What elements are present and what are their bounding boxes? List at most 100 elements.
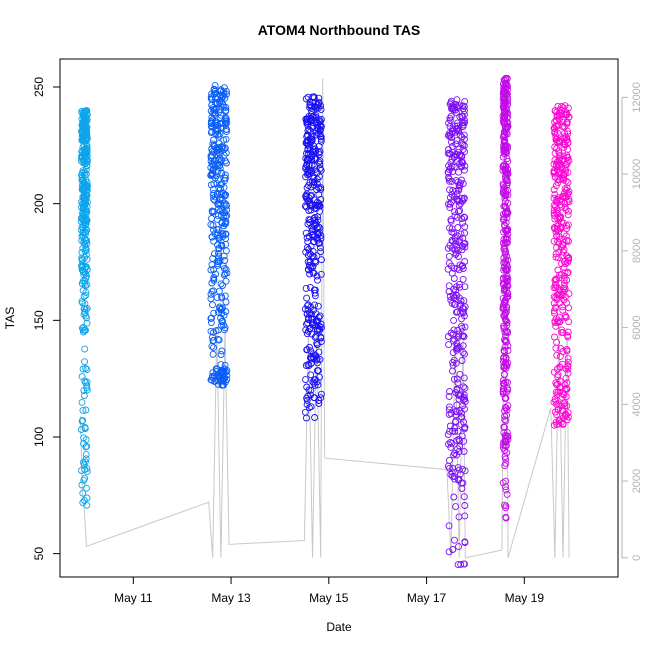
tas-point <box>317 122 325 130</box>
tas-point <box>455 207 462 215</box>
tas-point <box>563 276 571 284</box>
tas-point <box>501 394 509 402</box>
tas-point <box>459 479 467 487</box>
tas-point <box>317 338 325 346</box>
tas-point <box>307 242 315 250</box>
tas-point <box>213 99 221 107</box>
tas-point <box>455 330 463 338</box>
tas-point <box>461 467 469 475</box>
tas-point <box>81 326 89 334</box>
tas-point <box>460 131 468 139</box>
tas-point <box>310 253 318 261</box>
tas-point <box>444 431 452 439</box>
tas-point <box>554 291 562 298</box>
tas-point <box>553 283 561 291</box>
tas-point <box>562 314 570 322</box>
x-axis: May 11 May 13 May 15 May 17 May 19 <box>114 577 544 605</box>
tas-point <box>461 538 469 546</box>
tas-point <box>303 161 311 169</box>
tas-point <box>79 406 87 414</box>
tas-point <box>504 157 512 165</box>
tas-point <box>221 326 228 334</box>
tas-point <box>208 90 216 98</box>
tas-point <box>551 129 559 137</box>
tas-point <box>80 305 88 313</box>
tas-point <box>303 320 310 328</box>
tas-point <box>558 291 566 299</box>
tas-point <box>448 198 455 206</box>
tas-point <box>450 375 458 383</box>
tas-point <box>82 451 90 459</box>
tas-point <box>449 349 457 357</box>
tas-point <box>445 162 453 170</box>
tas-point <box>214 335 222 343</box>
tas-point <box>461 384 469 392</box>
tas-point <box>306 354 314 362</box>
y2-tick-label: 0 <box>631 555 643 561</box>
tas-point <box>83 281 91 289</box>
tas-point <box>451 449 459 457</box>
tas-point <box>83 240 91 248</box>
tas-point <box>449 464 457 472</box>
tas-point <box>456 236 464 244</box>
tas-point <box>501 258 509 266</box>
tas-point <box>500 235 508 243</box>
tas-point <box>305 262 313 269</box>
tas-point <box>558 102 566 110</box>
tas-point <box>451 246 459 254</box>
tas-point <box>222 298 230 306</box>
tas-point <box>309 378 317 386</box>
tas-point <box>78 467 85 474</box>
tas-point <box>456 102 464 110</box>
flight-5-points <box>499 74 512 522</box>
tas-point <box>455 395 463 403</box>
tas-point <box>303 131 311 139</box>
tas-point <box>501 209 509 217</box>
tas-point <box>223 126 231 133</box>
tas-point <box>502 336 510 344</box>
tas-point <box>503 286 510 294</box>
tas-point <box>561 129 568 137</box>
plot-frame <box>59 58 619 578</box>
tas-point <box>223 128 230 136</box>
tas-point <box>554 380 562 388</box>
tas-point <box>502 504 510 512</box>
tas-point <box>302 376 309 384</box>
tas-point <box>305 182 312 190</box>
tas-point <box>455 185 463 193</box>
tas-point <box>461 502 469 509</box>
tas-point <box>453 401 461 409</box>
tas-point <box>458 176 465 184</box>
tas-point <box>553 338 561 346</box>
tas-point <box>461 350 468 358</box>
tas-point <box>445 440 452 448</box>
tas-point <box>79 328 87 336</box>
tas-point <box>222 159 230 167</box>
tas-point <box>557 344 565 352</box>
tas-point <box>458 153 466 161</box>
tas-point <box>220 367 228 375</box>
tas-point <box>207 117 215 125</box>
tas-point <box>79 489 87 497</box>
tas-point <box>459 349 467 357</box>
tas-point <box>450 473 458 480</box>
chart-title: ATOM4 Northbound TAS <box>258 22 421 38</box>
tas-point <box>564 358 572 366</box>
tas-point <box>221 220 229 228</box>
tas-point <box>500 142 508 149</box>
x-tick-label: May 17 <box>407 591 447 605</box>
tas-point <box>564 221 572 229</box>
tas-point <box>304 266 312 273</box>
tas-point <box>314 276 321 284</box>
tas-point <box>314 302 322 310</box>
tas-point <box>453 437 461 445</box>
tas-point <box>500 112 508 120</box>
tas-point <box>458 324 466 332</box>
tas-point <box>315 190 323 198</box>
tas-point <box>457 560 465 568</box>
tas-point <box>450 294 458 302</box>
tas-point <box>80 271 88 279</box>
tas-point <box>446 131 454 139</box>
tas-point <box>561 381 569 389</box>
tas-point <box>454 197 462 205</box>
